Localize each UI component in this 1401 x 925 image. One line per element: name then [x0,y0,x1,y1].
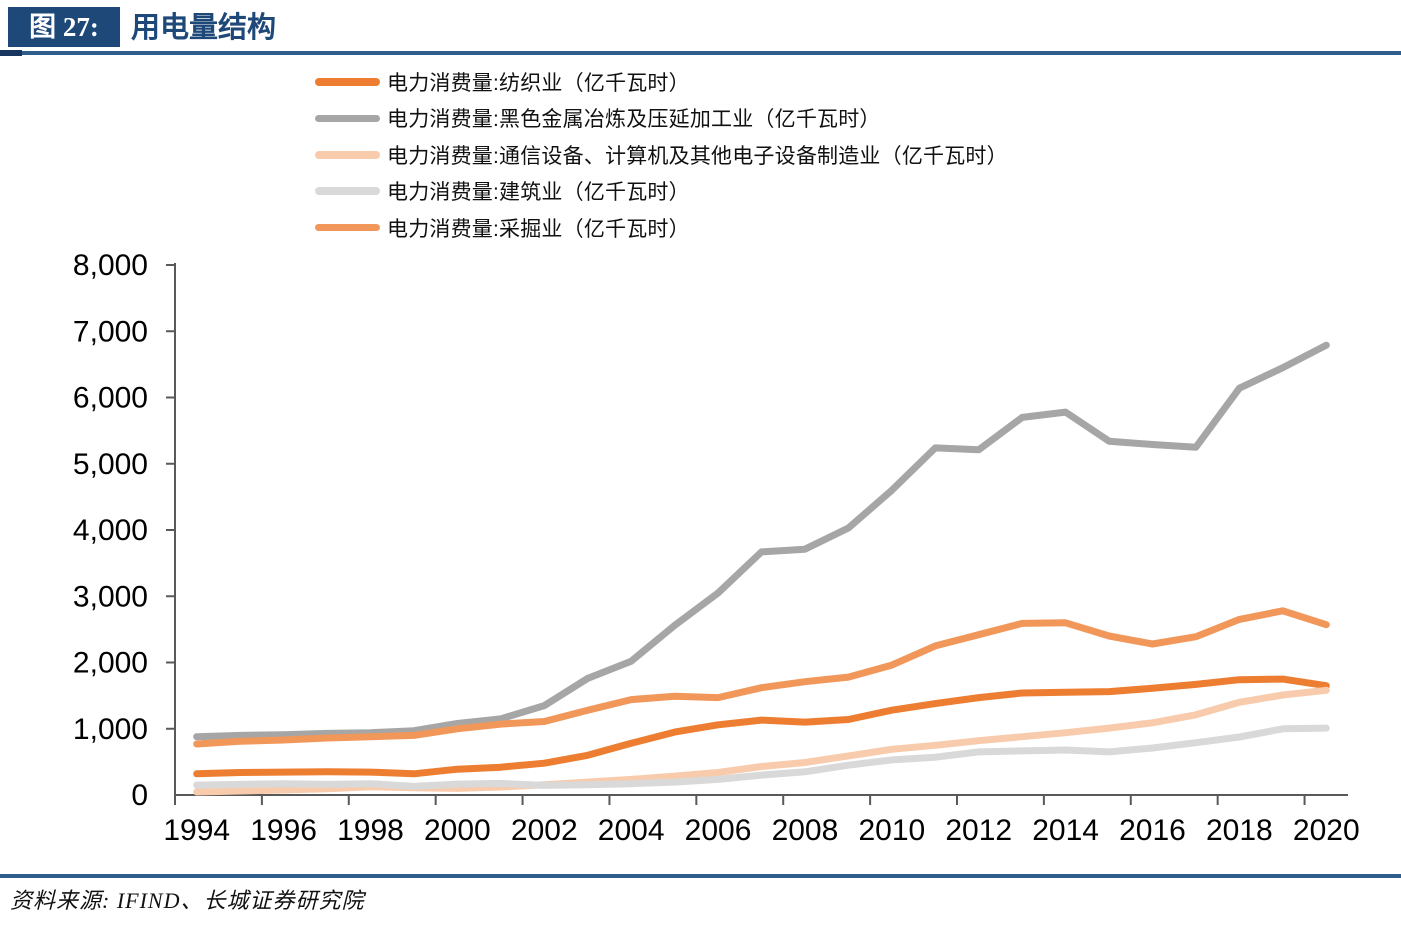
x-tick-label: 2008 [772,814,839,847]
x-tick-label: 2006 [685,814,752,847]
x-tick-label: 2000 [424,814,491,847]
legend-swatch [315,151,380,159]
x-tick-label: 2004 [598,814,665,847]
x-tick-label: 1996 [250,814,317,847]
legend-label: 电力消费量:黑色金属冶炼及压延加工业（亿千瓦时） [387,108,881,132]
figure-number-badge: 图 27: [8,7,120,47]
x-tick-label: 2016 [1119,814,1186,847]
source-attribution: 资料来源: IFIND、长城证券研究院 [10,888,365,913]
y-tick-label: 8,000 [73,249,148,282]
x-tick-label: 2012 [945,814,1012,847]
legend-item-0: 电力消费量:纺织业（亿千瓦时） [315,69,1008,95]
legend-swatch [315,187,380,195]
series-line-0 [193,675,1330,778]
legend-swatch [315,114,380,123]
x-tick-label: 2002 [511,814,578,847]
legend-label: 电力消费量:建筑业（亿千瓦时） [387,181,690,205]
y-tick-label: 5,000 [73,448,148,481]
legend-item-2: 电力消费量:通信设备、计算机及其他电子设备制造业（亿千瓦时） [315,142,1008,168]
y-tick-label: 1,000 [73,713,148,746]
x-tick-label: 1998 [337,814,404,847]
figure-title: 用电量结构 [131,12,277,44]
legend-item-1: 电力消费量:黑色金属冶炼及压延加工业（亿千瓦时） [315,105,1008,131]
y-tick-label: 2,000 [73,647,148,680]
bottom-divider [0,874,1401,878]
x-tick-label: 1994 [163,814,230,847]
x-tick-label: 2018 [1206,814,1273,847]
y-tick-label: 7,000 [73,315,148,348]
legend-label: 电力消费量:采掘业（亿千瓦时） [387,217,690,241]
y-tick-label: 6,000 [73,382,148,415]
series-line-4 [193,607,1330,748]
y-tick-label: 4,000 [73,514,148,547]
legend-item-3: 电力消费量:建筑业（亿千瓦时） [315,178,1008,204]
x-tick-label: 2014 [1032,814,1099,847]
legend-swatch [315,223,380,232]
top-divider [0,51,1401,55]
legend-label: 电力消费量:通信设备、计算机及其他电子设备制造业（亿千瓦时） [387,144,1008,168]
y-tick-label: 0 [131,779,148,812]
axes [174,263,1348,796]
chart-legend: 电力消费量:纺织业（亿千瓦时） 电力消费量:黑色金属冶炼及压延加工业（亿千瓦时） 电… [315,69,1008,251]
x-tick-label: 2010 [858,814,925,847]
series-line-1 [193,341,1330,741]
legend-swatch [315,78,380,86]
legend-label: 电力消费量:纺织业（亿千瓦时） [387,72,690,95]
x-tick-label: 2020 [1293,814,1360,847]
y-tick-label: 3,000 [73,580,148,613]
legend-item-4: 电力消费量:采掘业（亿千瓦时） [315,215,1008,241]
top-divider-notch [0,50,22,56]
series-line-3 [193,724,1330,790]
